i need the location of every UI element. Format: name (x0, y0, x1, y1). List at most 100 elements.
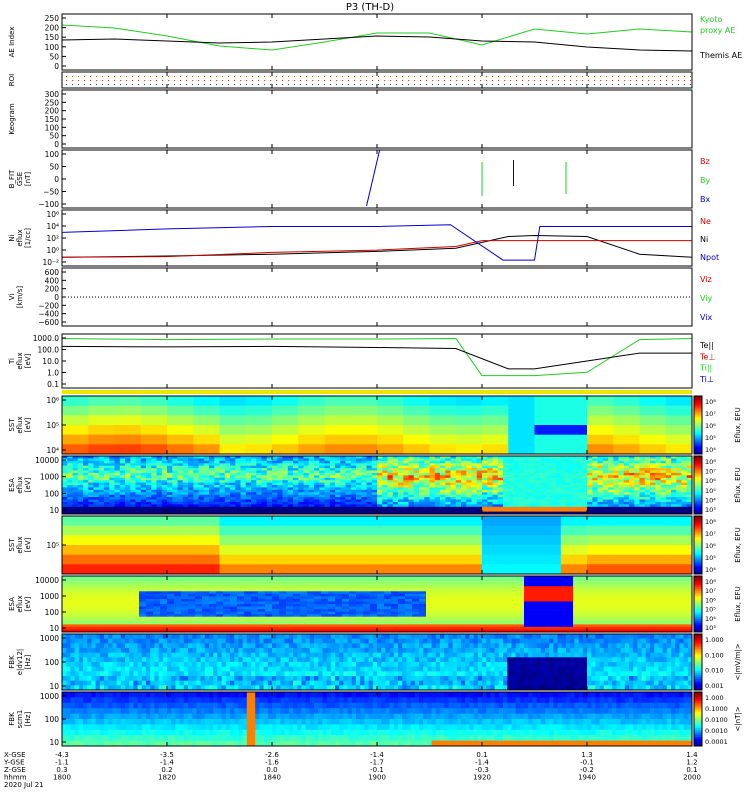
spectrogram-cell (370, 596, 378, 600)
spectrogram-cell (245, 485, 252, 488)
spectrogram-cell (335, 475, 341, 479)
spectrogram-cell (167, 475, 173, 479)
spectrogram-cell (62, 614, 70, 618)
spectrogram-cell (76, 591, 84, 595)
spectrogram-cell (193, 475, 199, 479)
spectrogram-cell (181, 586, 189, 590)
spectrogram-cell (503, 470, 509, 474)
spectrogram-cell (597, 509, 604, 512)
spectrogram-cell (88, 465, 94, 469)
spectrogram-cell (272, 619, 280, 623)
spectrogram-cell (377, 456, 383, 459)
spectrogram-cell (454, 611, 462, 615)
spectrogram-cell (382, 482, 388, 486)
spectrogram-cell (613, 509, 619, 512)
spectrogram-cell (602, 485, 609, 488)
spectrogram-cell (580, 616, 588, 620)
spectrogram-cell (433, 619, 441, 623)
spectrogram-cell (282, 465, 289, 469)
spectrogram-cell (125, 624, 133, 628)
spectrogram-cell (580, 614, 588, 618)
spectrogram-cell (356, 604, 364, 607)
spectrogram-cell (256, 499, 262, 503)
spectrogram-cell (531, 614, 539, 618)
spectrogram-cell (72, 463, 79, 467)
spectrogram-cell (298, 470, 304, 474)
spectrogram-cell (412, 621, 420, 625)
spectrogram-cell (419, 611, 427, 615)
spectrogram-cell (361, 465, 367, 469)
spectrogram-cell (434, 470, 441, 474)
spectrogram-cell (433, 621, 441, 625)
spectrogram-cell (314, 475, 320, 479)
spectrogram-cell (88, 405, 115, 416)
spectrogram-cell (181, 604, 189, 607)
spectrogram-cell (392, 468, 399, 471)
spectrogram-cell (461, 468, 467, 471)
spectrogram-cell (366, 509, 373, 512)
spectrogram-cell (391, 616, 399, 620)
spectrogram-cell (345, 485, 352, 488)
spectrogram-cell (531, 583, 539, 587)
spectrogram-cell (370, 604, 378, 607)
spectrogram-cell (237, 604, 245, 607)
spectrogram-cell (188, 485, 194, 488)
spectrogram-cell (324, 463, 331, 467)
spectrogram-cell (550, 470, 556, 474)
spectrogram-cell (132, 583, 140, 587)
spectrogram-cell (98, 472, 105, 476)
spectrogram-cell (188, 621, 196, 625)
spectrogram-cell (413, 501, 420, 505)
spectrogram-cell (377, 434, 404, 445)
spectrogram-cell (67, 499, 73, 503)
spectrogram-cell (76, 601, 84, 605)
spectrogram-cell (193, 396, 220, 407)
spectrogram-cell (476, 482, 483, 486)
spectrogram-cell (98, 504, 105, 508)
spectrogram-cell (560, 465, 567, 469)
spectrogram-cell (597, 501, 604, 505)
spectrogram-cell (98, 458, 105, 462)
spectrogram-cell (686, 475, 693, 479)
spectrogram-cell (392, 501, 399, 505)
spectrogram-cell (405, 621, 413, 625)
spectrogram-cell (98, 492, 105, 496)
spectrogram-cell (324, 472, 331, 476)
spectrogram-cell (109, 485, 115, 488)
spectrogram-cell (219, 489, 226, 493)
spectrogram-cell (193, 509, 199, 512)
spectrogram-cell (440, 616, 448, 620)
spectrogram-cell (434, 480, 441, 483)
spectrogram-cell (300, 614, 308, 618)
spectrogram-cell (174, 624, 182, 628)
spectrogram-cell (272, 494, 278, 498)
spectrogram-cell (181, 616, 189, 620)
spectrogram-cell (517, 586, 525, 590)
spectrogram-cell (251, 621, 259, 625)
spectrogram-cell (125, 477, 131, 481)
spectrogram-cell (384, 626, 392, 630)
spectrogram-cell (72, 468, 79, 471)
spectrogram-cell (230, 606, 238, 610)
spectrogram-cell (676, 497, 682, 500)
spectrogram-cell (634, 511, 640, 515)
spectrogram-cell (513, 480, 520, 483)
spectrogram-cell (151, 509, 157, 512)
spectrogram-cell (77, 470, 84, 474)
spectrogram-cell (513, 477, 520, 481)
spectrogram-cell (434, 465, 441, 469)
spectrogram-cell (424, 470, 430, 474)
spectrogram-cell (419, 601, 427, 605)
spectrogram-cell (279, 591, 287, 595)
spectrogram-cell (182, 506, 189, 510)
spectrogram-cell (398, 593, 406, 597)
spectrogram-cell (391, 626, 399, 630)
spectrogram-cell (671, 487, 677, 491)
spectrogram-cell (597, 492, 604, 496)
spectrogram-cell (377, 621, 385, 625)
spectrogram-cell (245, 405, 273, 416)
spectrogram-cell (188, 463, 194, 467)
spectrogram-cell (244, 624, 252, 628)
spectrogram-cell (613, 516, 640, 527)
spectrogram-cell (272, 606, 280, 610)
